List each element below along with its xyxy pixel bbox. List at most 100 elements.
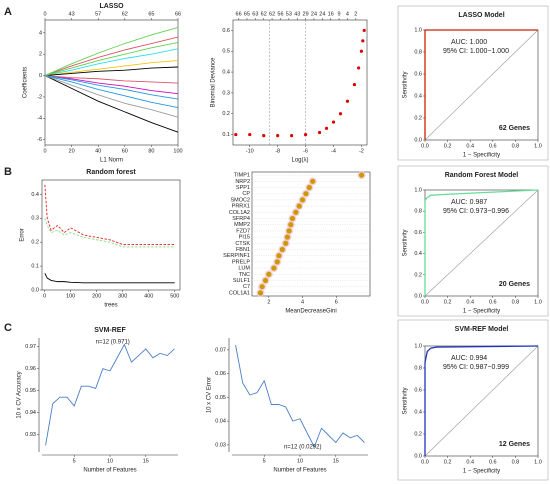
dot xyxy=(293,209,299,215)
y-tick-label: 0.2 xyxy=(414,115,422,121)
y-tick-label: 0.4 xyxy=(31,192,39,198)
x-tick-label: 60 xyxy=(122,148,128,154)
data-line xyxy=(44,75,179,100)
plot-box xyxy=(251,171,371,297)
x-tick-label: -8 xyxy=(275,148,280,154)
x2-tick-label: 65 xyxy=(244,11,250,17)
x-tick-label: 15 xyxy=(143,458,149,464)
roc-curve xyxy=(424,189,539,296)
x-tick-label: 15 xyxy=(333,458,339,464)
category-label: TNC xyxy=(239,272,250,278)
y-tick-label: 0.0 xyxy=(31,287,39,293)
x-tick-label: 40 xyxy=(95,148,101,154)
category-label: SPP1 xyxy=(236,185,250,191)
dot xyxy=(262,277,269,284)
data-point xyxy=(317,130,322,135)
ci-label: 95% CI: 0.987−0.999 xyxy=(443,364,509,371)
x-tick-label: 0.8 xyxy=(512,459,520,465)
dot xyxy=(271,265,277,271)
x-tick-label: 0.2 xyxy=(444,459,452,465)
plot-box xyxy=(41,179,181,291)
x-tick-label: 10 xyxy=(297,458,303,464)
data-line xyxy=(44,27,179,76)
ci-label: 95% CI: 0.973−0.996 xyxy=(443,208,509,215)
annotation: n=12 (0.0292) xyxy=(284,445,322,451)
x2-tick-label: 43 xyxy=(294,11,300,17)
x-axis-label: MeanDecreaseGini xyxy=(285,309,336,315)
x2-tick-label: 24 xyxy=(319,11,325,17)
y-tick-label: 1.0 xyxy=(414,27,422,33)
y-axis-label: Sensitivity xyxy=(403,71,409,98)
x-tick-label: 0.0 xyxy=(421,299,429,305)
panel-frame xyxy=(397,319,549,481)
dot xyxy=(276,253,282,259)
y-tick-label: 0.3 xyxy=(31,216,39,222)
y-tick-label: 0.6 xyxy=(414,230,422,236)
y-tick-label: 0.4 xyxy=(222,70,230,76)
x-tick-label: 0.8 xyxy=(512,143,520,149)
y-tick-label: 0.07 xyxy=(215,347,226,353)
x2-tick-label: 29 xyxy=(303,11,309,17)
y-tick-label: 0 xyxy=(39,73,42,79)
data-line xyxy=(45,343,175,446)
plot-box xyxy=(44,19,179,146)
category-label: LUM xyxy=(238,266,250,272)
data-point xyxy=(248,132,252,137)
x-tick-label: 0 xyxy=(43,293,46,299)
dot xyxy=(279,246,285,253)
x-tick-label: -6 xyxy=(303,148,308,154)
y-tick-label: 0.97 xyxy=(25,344,36,350)
category-label: TIMP1 xyxy=(234,173,250,179)
y-tick-label: 0.6 xyxy=(414,387,422,393)
category-label: FBN1 xyxy=(236,247,250,253)
x-tick-label: 5 xyxy=(73,458,76,464)
y-tick-label: 0.3 xyxy=(222,90,230,96)
data-point xyxy=(290,134,294,138)
x-tick-label: 0.4 xyxy=(466,459,474,465)
y-tick-label: 0.94 xyxy=(25,410,36,416)
x-tick-label: 1.0 xyxy=(534,459,542,465)
x2-tick-label: 65 xyxy=(148,11,154,17)
y-tick-label: 0.8 xyxy=(414,209,422,215)
dot xyxy=(310,178,316,184)
roc-curve xyxy=(424,345,539,456)
data-line xyxy=(44,75,179,84)
y-tick-label: 0.2 xyxy=(222,111,230,117)
annotation: n=12 (0.971) xyxy=(96,340,130,346)
data-line xyxy=(44,75,179,95)
chart-title: SVM-REF xyxy=(94,327,126,334)
data-point xyxy=(276,134,280,138)
y-tick-label: 0.05 xyxy=(215,395,226,401)
x-axis-label: Log(λ) xyxy=(291,158,308,164)
y-tick-label: 0.6 xyxy=(414,71,422,77)
x-tick-label: -10 xyxy=(246,148,254,154)
y-axis-label: Error xyxy=(20,228,26,241)
x-tick-label: 0.2 xyxy=(444,143,452,149)
x-axis-label: 1 − Specificity xyxy=(463,153,500,159)
y-tick-label: 0.93 xyxy=(25,432,36,438)
dot xyxy=(306,184,312,191)
diagonal xyxy=(424,29,539,141)
data-line xyxy=(44,218,175,248)
plot-box xyxy=(232,19,368,146)
category-label: PRRX1 xyxy=(232,204,250,210)
x-tick-label: 0.6 xyxy=(489,299,497,305)
y-tick-label: -2 xyxy=(37,94,42,100)
x-tick-label: 0.4 xyxy=(466,299,474,305)
x2-tick-label: 0 xyxy=(43,11,46,17)
data-point xyxy=(361,39,365,43)
x-tick-label: 80 xyxy=(148,148,154,154)
genes-label: 62 Genes xyxy=(499,125,530,132)
data-line xyxy=(44,66,179,77)
x2-tick-label: 53 xyxy=(286,11,292,17)
data-line xyxy=(44,48,179,76)
data-point xyxy=(345,99,350,103)
chart-title: SVM-REF Model xyxy=(455,326,509,333)
x-tick-label: 0.6 xyxy=(489,143,497,149)
x-tick-label: -2 xyxy=(359,148,364,154)
x-axis-label: 1 − Specificity xyxy=(463,309,500,315)
y-tick-label: -4 xyxy=(37,116,42,122)
x-tick-label: 10 xyxy=(107,458,113,464)
data-line xyxy=(44,41,179,76)
